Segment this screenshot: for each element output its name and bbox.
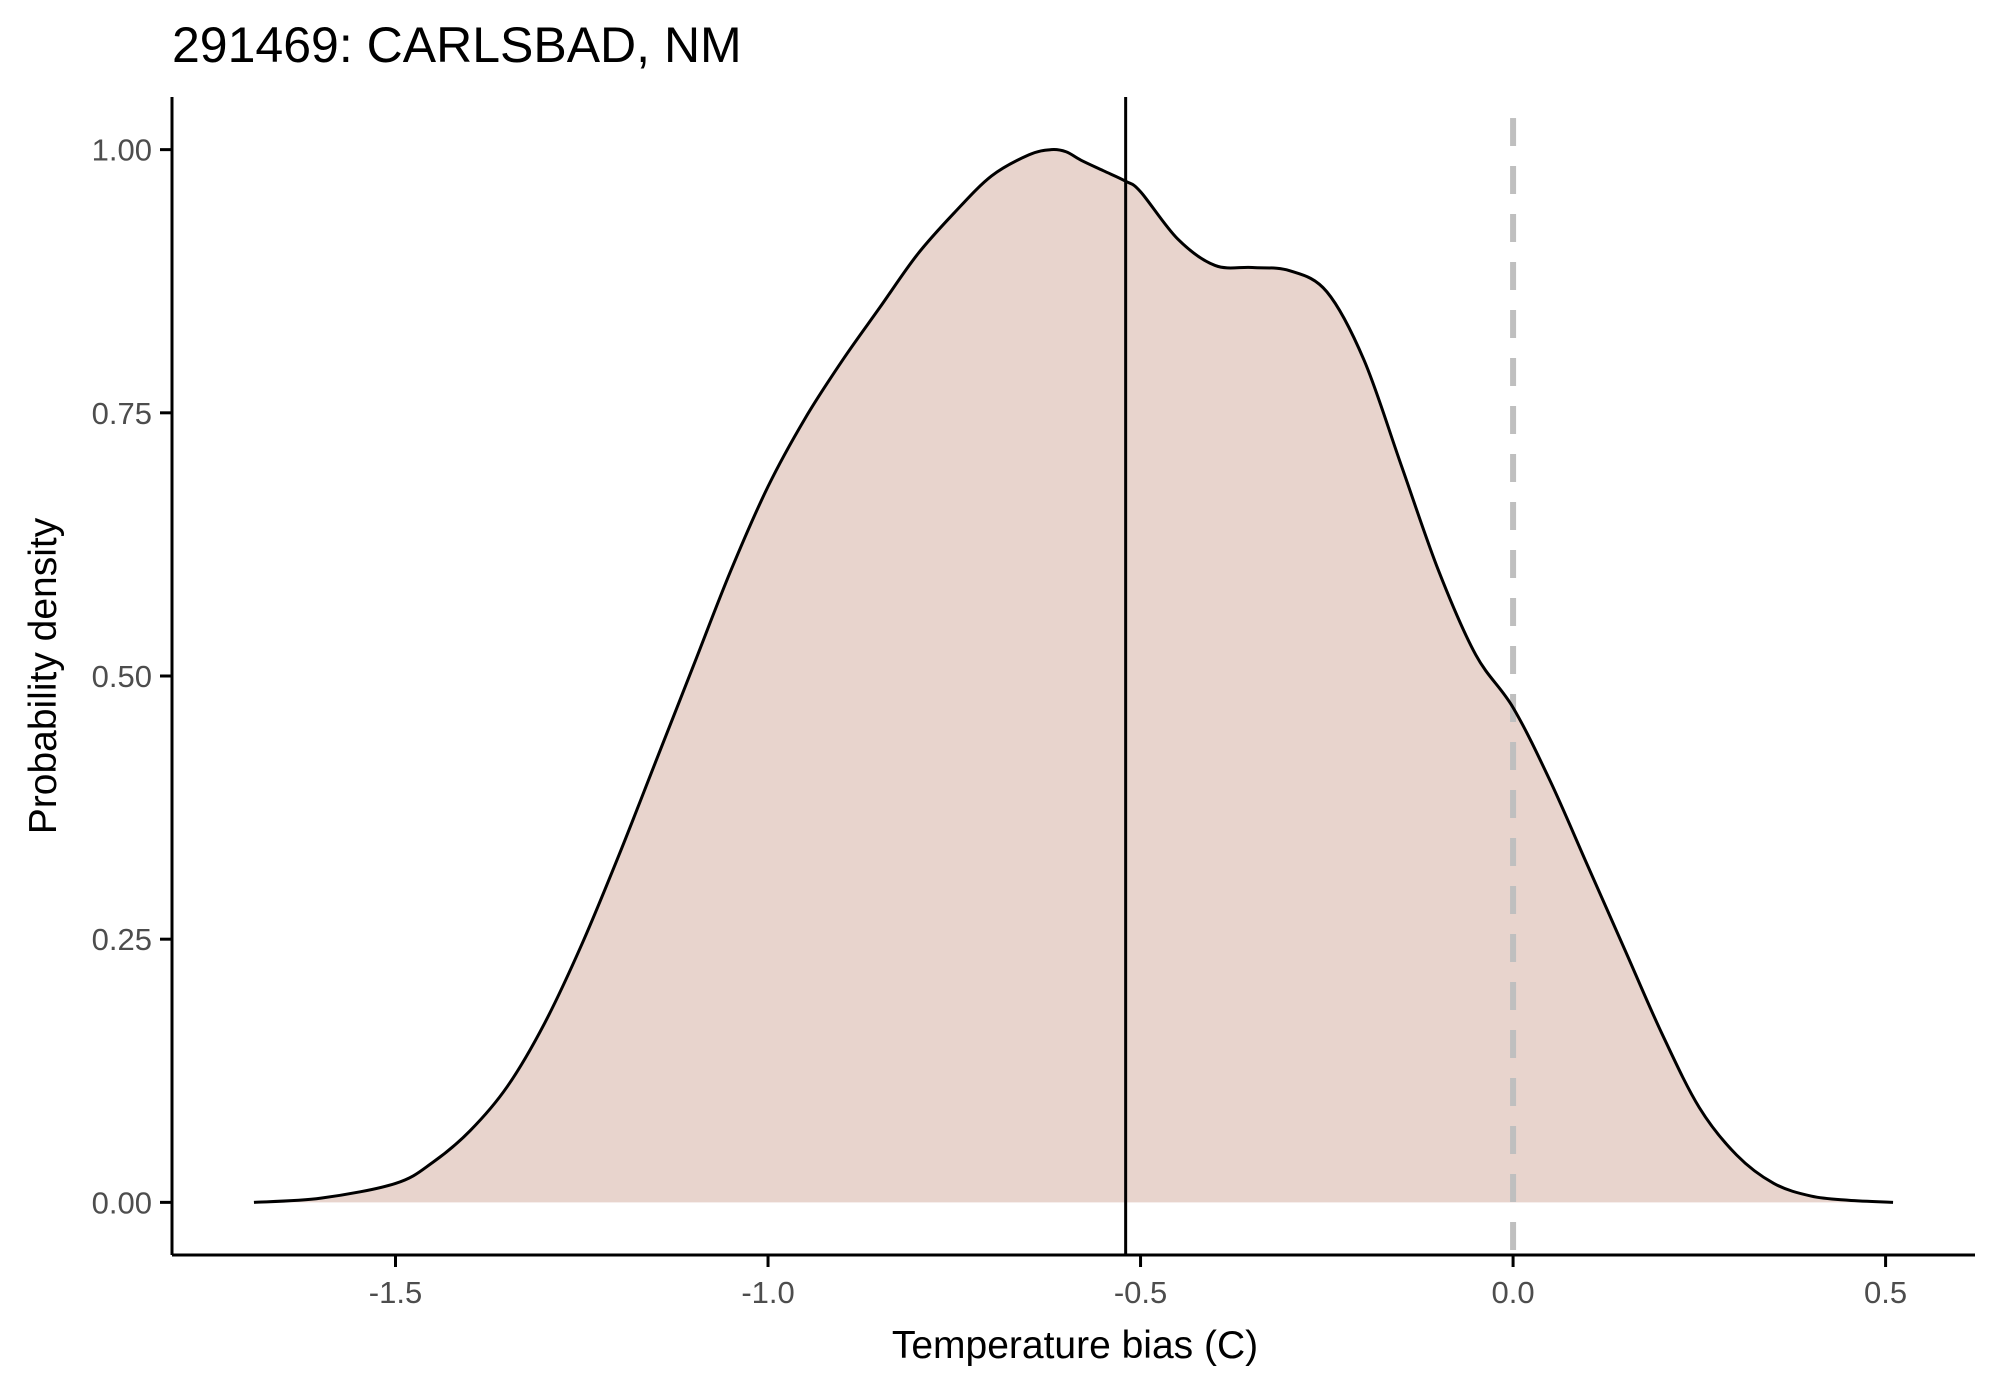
x-axis: -1.5 -1.0 -0.5 0.0 0.5 [172, 1253, 1975, 1310]
x-tick-label: 0.0 [1492, 1275, 1535, 1310]
y-axis: 0.00 0.25 0.50 0.75 1.00 [92, 97, 174, 1255]
y-tick-label: 1.00 [92, 133, 152, 168]
y-tick-label: 0.25 [92, 922, 152, 957]
x-axis-title: Temperature bias (C) [892, 1324, 1258, 1367]
density-fill [253, 149, 1894, 1203]
x-tick-label: -0.5 [1114, 1275, 1167, 1310]
y-tick-label: 0.50 [92, 659, 152, 694]
density-curve [253, 147, 1894, 1204]
x-tick-label: -1.0 [741, 1275, 794, 1310]
x-tick-label: 0.5 [1864, 1275, 1907, 1310]
y-axis-title: Probability density [22, 517, 65, 834]
x-tick-label: -1.5 [369, 1275, 422, 1310]
y-tick-label: 0.00 [92, 1185, 152, 1220]
y-tick-label: 0.75 [92, 396, 152, 431]
chart-title: 291469: CARLSBAD, NM [172, 17, 742, 73]
plot-area [253, 97, 1894, 1255]
